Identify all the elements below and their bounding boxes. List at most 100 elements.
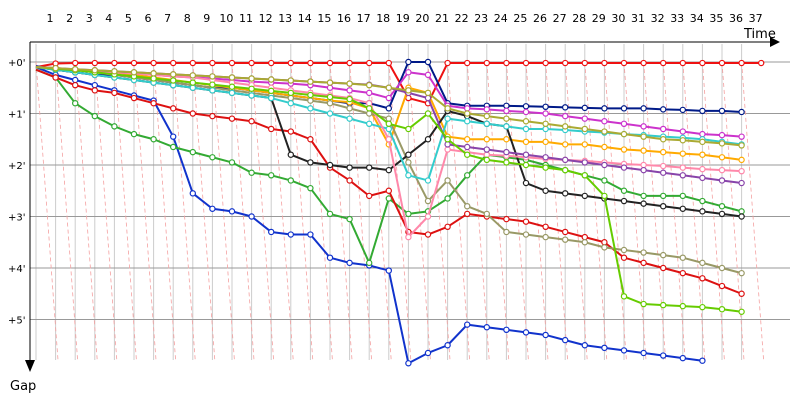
data-point xyxy=(660,148,667,156)
data-point xyxy=(287,128,294,135)
data-point xyxy=(444,195,451,202)
x-axis-arrow-icon xyxy=(770,37,780,47)
data-point xyxy=(718,202,726,210)
x-tick-label: 26 xyxy=(533,12,547,25)
data-point xyxy=(601,239,608,246)
data-point xyxy=(209,59,216,67)
data-point xyxy=(52,74,59,81)
data-point xyxy=(209,154,216,161)
data-point xyxy=(150,99,157,107)
data-point xyxy=(248,213,255,220)
data-point xyxy=(483,59,490,67)
data-point xyxy=(189,72,196,79)
data-point xyxy=(209,205,216,212)
guide-dashed-line xyxy=(741,61,764,361)
data-point xyxy=(483,156,490,164)
data-point xyxy=(542,331,549,339)
data-point xyxy=(581,233,589,241)
y-tick-label: +1' xyxy=(8,110,26,121)
data-point xyxy=(346,59,353,67)
data-point xyxy=(562,236,569,243)
series-4 xyxy=(35,68,745,297)
data-point xyxy=(718,131,726,139)
x-tick-label: 11 xyxy=(239,12,253,25)
x-tick-label: 24 xyxy=(494,12,508,25)
data-point xyxy=(189,59,196,67)
data-point xyxy=(640,161,647,169)
data-point xyxy=(718,282,726,290)
data-point xyxy=(405,159,412,166)
data-point xyxy=(758,59,765,67)
data-point xyxy=(405,125,412,133)
data-point xyxy=(307,105,314,112)
data-point xyxy=(522,118,530,125)
data-point xyxy=(640,259,647,267)
data-point xyxy=(562,156,569,164)
data-point xyxy=(581,59,589,67)
data-point xyxy=(640,300,647,308)
data-point xyxy=(287,77,294,84)
data-point xyxy=(620,130,628,138)
data-point xyxy=(601,244,608,251)
data-point xyxy=(718,177,726,184)
y-axis-arrow-icon xyxy=(25,360,35,372)
data-point xyxy=(699,208,706,215)
data-point xyxy=(581,239,589,246)
data-point xyxy=(405,69,412,76)
data-point xyxy=(562,336,569,344)
data-point xyxy=(562,112,569,120)
x-tick-label: 5 xyxy=(125,12,132,25)
guide-dashed-line xyxy=(74,61,98,361)
data-point xyxy=(640,192,647,200)
data-point xyxy=(385,267,392,274)
data-point xyxy=(620,254,628,261)
data-point xyxy=(699,259,706,267)
data-point xyxy=(91,87,99,94)
data-point xyxy=(424,231,432,238)
data-point xyxy=(660,125,667,133)
guide-dashed-line xyxy=(545,61,568,361)
data-point xyxy=(366,81,373,89)
data-point xyxy=(483,106,490,113)
data-point xyxy=(366,120,373,128)
data-point xyxy=(699,174,706,182)
data-point xyxy=(346,95,353,103)
data-point xyxy=(620,197,628,205)
data-point xyxy=(660,59,667,67)
data-point xyxy=(111,68,118,75)
data-point xyxy=(660,106,667,113)
guide-dashed-line xyxy=(388,61,412,361)
data-point xyxy=(581,141,589,148)
x-tick-label: 21 xyxy=(435,12,449,25)
guide-dashed-line xyxy=(192,61,216,361)
data-point xyxy=(111,123,118,130)
data-point xyxy=(424,71,432,79)
data-point xyxy=(248,92,255,99)
guide-dashed-line xyxy=(604,61,627,361)
data-point xyxy=(542,120,549,128)
data-point xyxy=(346,105,353,112)
data-point xyxy=(464,321,471,328)
data-point xyxy=(169,77,177,84)
data-point xyxy=(228,59,236,67)
data-point xyxy=(405,87,412,94)
data-point xyxy=(542,110,549,117)
data-point xyxy=(522,231,530,238)
data-point xyxy=(640,105,647,112)
data-point xyxy=(444,105,451,112)
data-point xyxy=(228,89,236,97)
data-point xyxy=(130,69,138,76)
data-point xyxy=(738,213,745,220)
data-point xyxy=(660,202,667,210)
data-point xyxy=(385,136,392,143)
data-point xyxy=(346,259,353,267)
data-point xyxy=(640,349,647,357)
data-point xyxy=(699,130,706,138)
data-point xyxy=(503,228,510,236)
data-point xyxy=(150,136,157,143)
data-point xyxy=(699,151,706,158)
data-point xyxy=(385,166,392,174)
x-tick-label: 37 xyxy=(749,12,763,25)
data-point xyxy=(287,89,294,97)
data-point xyxy=(522,329,530,336)
